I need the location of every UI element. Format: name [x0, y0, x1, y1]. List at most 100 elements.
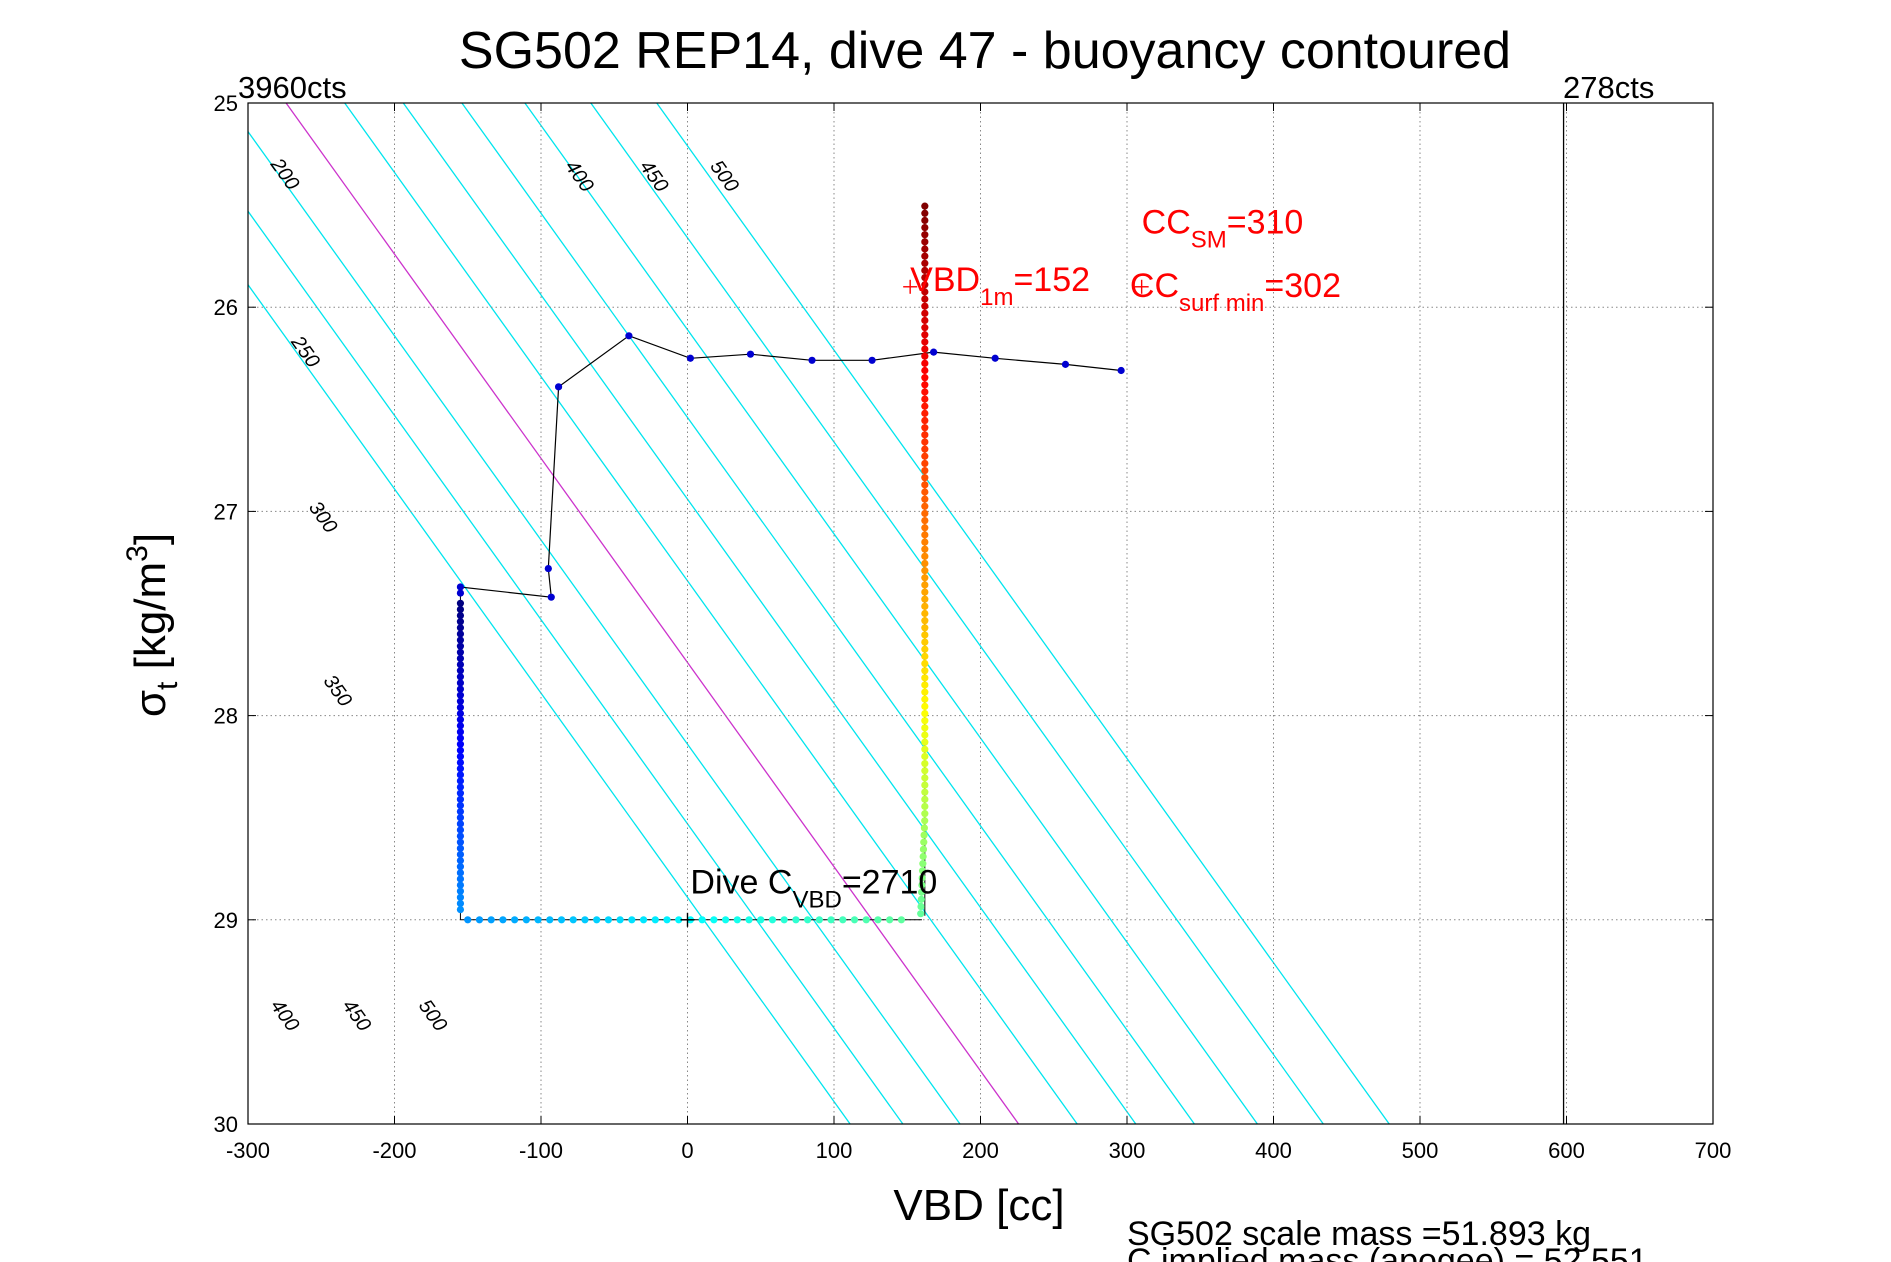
- axis-ticks: -300 -200 -100 0 100 200 300 400 500 600 700 25 26 27…: [214, 91, 1732, 1163]
- dive-point: [921, 288, 929, 296]
- dive-point: [921, 659, 929, 668]
- dive-point: [456, 697, 465, 705]
- surface-point: [1061, 360, 1070, 368]
- dive-point: [921, 524, 929, 532]
- dive-point: [919, 860, 927, 868]
- dive-point: [456, 905, 465, 914]
- dive-point: [710, 916, 718, 924]
- dive-point: [456, 709, 465, 718]
- dive-point: [921, 552, 929, 560]
- contour-label-250: 250: [286, 331, 324, 372]
- y-tick-label: 28: [214, 704, 238, 729]
- dive-point: [745, 916, 753, 924]
- dive-point: [921, 366, 929, 375]
- dive-point: [850, 916, 859, 924]
- dive-point: [921, 309, 929, 317]
- contour-line-350: [461, 103, 1195, 1124]
- dive-point: [522, 916, 530, 924]
- dive-point: [456, 765, 465, 773]
- dive-point: [918, 867, 927, 875]
- dive-point: [456, 599, 465, 607]
- dive-point: [581, 916, 589, 924]
- dive-point: [675, 916, 683, 924]
- contour-label-350: 350: [319, 671, 356, 711]
- contour-line-400: [524, 103, 1258, 1124]
- dive-point: [456, 807, 465, 816]
- dive-point: [921, 731, 929, 739]
- dive-point: [921, 631, 929, 639]
- dive-point: [456, 716, 465, 724]
- dive-point: [921, 445, 929, 453]
- top-right-label: 278cts: [1563, 70, 1654, 105]
- dive-point: [456, 832, 465, 840]
- dive-point: [651, 916, 659, 924]
- x-tick-label: -200: [372, 1138, 416, 1163]
- dive-point: [921, 431, 929, 439]
- dive-point: [921, 702, 929, 711]
- dive-point: [921, 810, 929, 818]
- dive-point: [456, 722, 465, 730]
- dive-point: [897, 916, 905, 924]
- dive-point: [921, 567, 929, 575]
- dive-point: [921, 209, 929, 217]
- dive-point: [456, 605, 465, 614]
- dive-point: [839, 916, 847, 924]
- dive-point: [456, 820, 465, 828]
- footer-scale-mass: SG502 scale mass =51.893 kg: [1127, 1215, 1591, 1253]
- dive-point: [921, 817, 929, 825]
- dive-point: [921, 252, 929, 260]
- contour-label-450: 450: [635, 156, 672, 196]
- dive-point: [921, 374, 929, 382]
- x-tick-label: 600: [1548, 1138, 1585, 1163]
- dive-point: [921, 438, 929, 446]
- chart-title: SG502 REP14, dive 47 - buoyancy contoure…: [459, 22, 1511, 80]
- dive-point: [456, 789, 465, 797]
- dive-point: [921, 588, 929, 596]
- dive-point: [456, 777, 465, 785]
- dive-point: [456, 887, 465, 895]
- dive-point: [921, 216, 929, 225]
- dive-point: [921, 688, 929, 696]
- dive-point: [804, 916, 812, 924]
- dive-point: [616, 916, 624, 924]
- dive-point: [921, 359, 929, 367]
- dive-point: [921, 238, 929, 246]
- dive-point: [456, 795, 465, 803]
- surface-point: [868, 356, 876, 364]
- dive-point: [511, 916, 519, 924]
- dive-point: [921, 602, 929, 610]
- dive-point: [918, 881, 926, 889]
- dive-point: [557, 916, 566, 924]
- x-tick-label: 100: [816, 1138, 853, 1163]
- dive-point: [921, 781, 929, 789]
- dive-point: [921, 745, 929, 753]
- dive-point: [456, 734, 465, 742]
- dive-point: [456, 838, 465, 846]
- contour-label-200: 200: [265, 154, 303, 195]
- dive-point: [921, 273, 929, 282]
- surface-point: [930, 348, 938, 356]
- dive-point: [921, 638, 929, 646]
- x-tick-label: 500: [1402, 1138, 1439, 1163]
- dive-point: [733, 916, 741, 924]
- dive-point: [921, 667, 929, 675]
- dive-point: [639, 916, 648, 924]
- dive-point: [921, 581, 929, 589]
- contour-line-300: [402, 103, 1137, 1124]
- surface-point: [547, 593, 555, 601]
- dive-point: [456, 673, 465, 681]
- dive-point: [456, 869, 465, 877]
- dive-point: [921, 338, 929, 346]
- dive-point: [456, 660, 465, 669]
- dive-point: [456, 771, 465, 779]
- dive-point: [921, 245, 929, 253]
- dive-point: [456, 642, 465, 650]
- dive-point: [921, 488, 929, 496]
- dive-point: [815, 916, 823, 924]
- surface-point: [554, 383, 563, 391]
- dive-point: [921, 324, 929, 332]
- surface-path-line: [459, 335, 1122, 598]
- dive-point: [698, 916, 706, 924]
- dive-point: [921, 231, 929, 239]
- dive-point: [456, 746, 465, 754]
